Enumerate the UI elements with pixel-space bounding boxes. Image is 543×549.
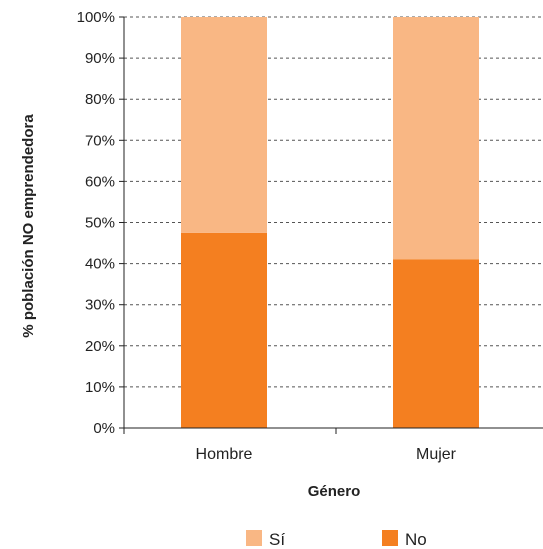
y-tick-label: 70%: [85, 132, 115, 149]
y-tick-label: 40%: [85, 256, 115, 273]
legend-swatch-si: [246, 530, 262, 546]
bar-hombre-no: [181, 232, 267, 428]
legend-swatch-no: [382, 530, 398, 546]
y-tick-label: 90%: [85, 50, 115, 67]
x-tick-label: Hombre: [196, 446, 253, 463]
axes: [119, 16, 543, 434]
x-axis-title: Género: [308, 483, 361, 500]
bar-mujer-no: [393, 259, 479, 428]
x-tick-labels: Hombre Mujer: [196, 446, 457, 463]
bar-hombre-si: [181, 17, 267, 233]
legend-label-si: Sí: [269, 530, 285, 549]
y-tick-label: 100%: [77, 9, 115, 26]
y-tick-labels: 0% 10% 20% 30% 40% 50% 60% 70% 80% 90% 100%: [77, 9, 115, 437]
y-tick-label: 20%: [85, 338, 115, 355]
bars: [181, 17, 479, 428]
y-tick-label: 30%: [85, 297, 115, 314]
x-tick-label: Mujer: [416, 446, 457, 463]
y-tick-label: 0%: [93, 420, 115, 437]
y-tick-label: 60%: [85, 173, 115, 190]
y-tick-label: 80%: [85, 91, 115, 108]
y-axis-title: % población NO emprendedora: [20, 114, 37, 338]
legend-label-no: No: [405, 530, 427, 549]
y-tick-label: 50%: [85, 215, 115, 232]
y-tick-label: 10%: [85, 379, 115, 396]
legend: Sí No: [246, 530, 427, 549]
bar-mujer-si: [393, 17, 479, 260]
